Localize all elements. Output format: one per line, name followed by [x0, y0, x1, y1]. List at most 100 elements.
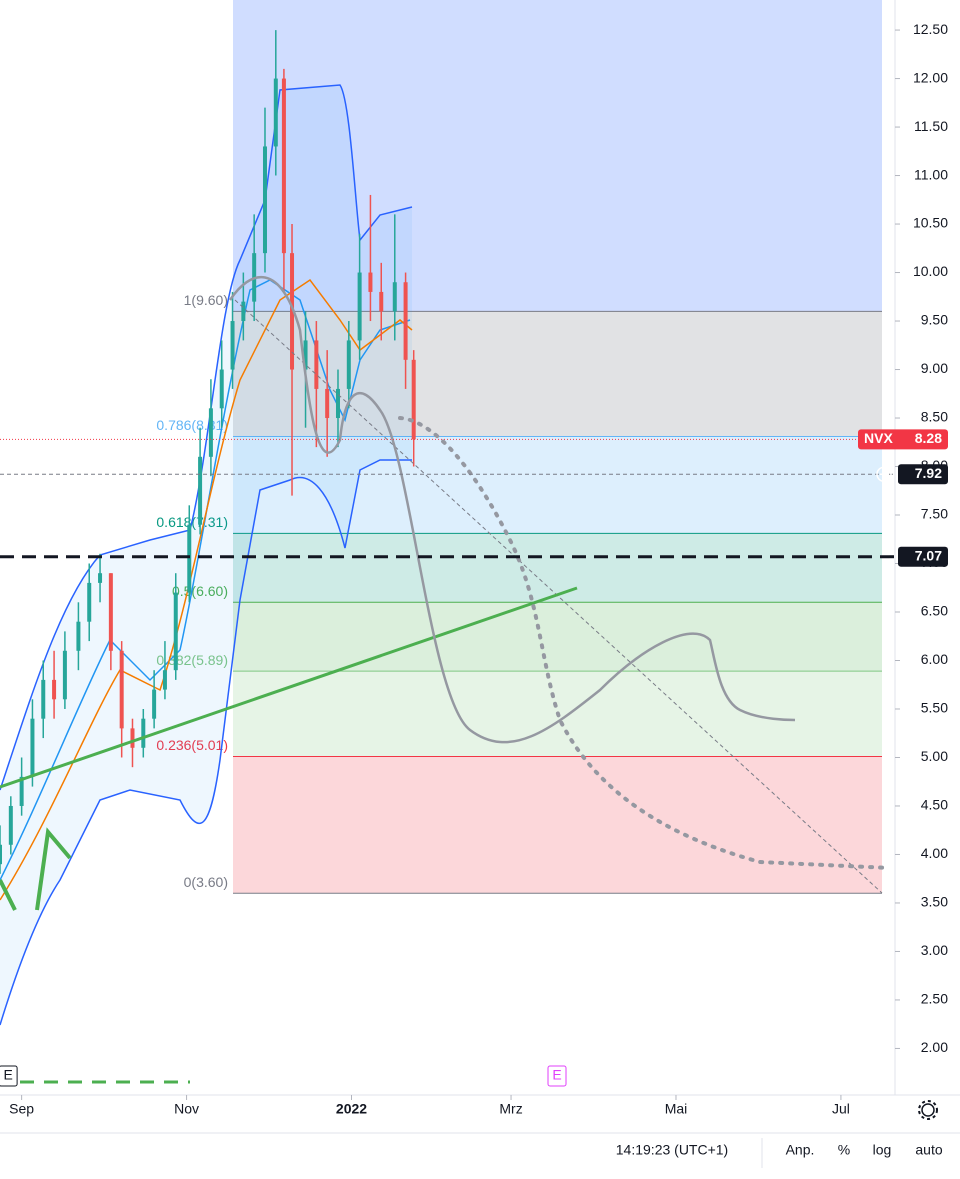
x-tick-label: Jul	[832, 1101, 850, 1117]
candle-body	[152, 689, 157, 719]
candle-body	[368, 272, 373, 292]
candle-body	[130, 728, 135, 748]
arrow	[0, 827, 72, 911]
candle-body	[87, 582, 92, 622]
candle-body	[62, 650, 67, 700]
add-alert[interactable]	[876, 466, 892, 483]
settings-icon[interactable]	[918, 1100, 938, 1120]
candle-body	[0, 844, 2, 865]
candle-body	[173, 592, 178, 671]
candle-body	[8, 805, 13, 845]
status-button[interactable]: log	[873, 1142, 892, 1158]
candle-body	[52, 679, 57, 700]
fib-label: 1(9.60)	[184, 292, 228, 308]
price-tag-name: NVX	[864, 430, 893, 446]
price-tag-value: 7.07	[915, 547, 942, 563]
y-tick-label: 10.00	[913, 263, 948, 279]
x-tick-label: Nov	[174, 1101, 199, 1117]
candle-body	[379, 291, 384, 312]
y-tick-label: 2.50	[921, 991, 948, 1007]
fib-zone	[233, 756, 882, 894]
price-tag-value: 7.92	[915, 465, 942, 481]
y-tick-label: 7.50	[921, 506, 948, 522]
moving-average	[0, 278, 413, 901]
y-tick-label: 4.00	[921, 845, 948, 861]
add-alert[interactable]	[880, 470, 888, 479]
candle-body	[141, 718, 146, 748]
candle-body	[241, 301, 246, 322]
candle-body	[314, 340, 319, 389]
projection-dotted	[398, 416, 892, 870]
x-tick-label: 2022	[336, 1101, 367, 1117]
plot-background: 1(9.60)0.786(8.31)0.618(7.31)0.5(6.60)0.…	[156, 0, 882, 894]
candle-body	[208, 408, 213, 457]
candle-body	[392, 282, 397, 312]
y-tick-label: 9.00	[921, 360, 948, 376]
x-tick-label: Sep	[9, 1101, 34, 1117]
y-tick-label: 10.50	[913, 215, 948, 231]
candle-body	[403, 282, 408, 360]
status-button[interactable]: auto	[915, 1142, 942, 1158]
price-tag-value: 8.28	[915, 430, 942, 446]
x-tick-label: Mrz	[499, 1101, 522, 1117]
fib-zone-top	[233, 0, 882, 311]
candle-body	[335, 388, 340, 419]
band-fill	[0, 85, 412, 1025]
candle-body	[303, 340, 308, 370]
candle-body	[41, 679, 46, 719]
y-tick-label: 3.50	[921, 894, 948, 910]
event-marker[interactable]	[547, 1065, 567, 1087]
projection-curve	[228, 276, 796, 744]
event-label: E	[3, 1067, 12, 1083]
candle-body	[19, 776, 24, 806]
candle-body	[290, 253, 295, 370]
fib-zone	[233, 436, 882, 534]
candle-body	[357, 272, 362, 341]
y-tick-label: 6.50	[921, 603, 948, 619]
candle-body	[411, 359, 416, 440]
candle-body	[325, 388, 330, 419]
candle-body	[187, 524, 192, 593]
candle-body	[346, 340, 351, 389]
y-tick-label: 12.00	[913, 69, 948, 85]
status-button[interactable]: %	[838, 1142, 850, 1158]
y-tick-label: 6.00	[921, 651, 948, 667]
y-tick-label: 12.50	[913, 21, 948, 37]
candle-body	[281, 78, 286, 254]
y-tick-label: 4.50	[921, 797, 948, 813]
candle-body	[230, 321, 235, 370]
candle-body	[198, 456, 203, 525]
y-tick-label: 11.00	[914, 166, 948, 182]
upper-band	[0, 84, 413, 791]
lower-band	[0, 459, 412, 1026]
y-tick-label: 5.50	[921, 700, 948, 716]
trend-line	[0, 586, 578, 789]
fib-zone	[233, 533, 882, 603]
candle-body	[30, 718, 35, 777]
candle-body	[219, 369, 224, 409]
candle-body	[162, 670, 167, 690]
price-tag	[898, 464, 948, 485]
y-tick-label: 3.00	[921, 942, 948, 958]
candle-body	[119, 650, 124, 729]
candle-body	[108, 573, 113, 651]
y-tick-label: 9.50	[921, 312, 948, 328]
status-button[interactable]: Anp.	[786, 1142, 815, 1158]
candle-body	[273, 78, 278, 147]
y-tick-label: 8.50	[921, 409, 948, 425]
x-tick-label: Mai	[665, 1101, 688, 1117]
clock: 14:19:23 (UTC+1)	[616, 1142, 728, 1158]
price-tag	[858, 429, 948, 450]
fib-zone	[233, 311, 882, 437]
fib-zone	[233, 602, 882, 672]
price-tag	[898, 546, 948, 567]
candles	[0, 30, 416, 874]
event-label: E	[552, 1067, 561, 1083]
y-tick-label: 11.50	[914, 118, 948, 134]
event-marker[interactable]	[0, 1065, 18, 1087]
trend-dashed	[234, 299, 883, 894]
y-tick-label: 5.00	[921, 748, 948, 764]
drawings	[0, 276, 892, 1084]
